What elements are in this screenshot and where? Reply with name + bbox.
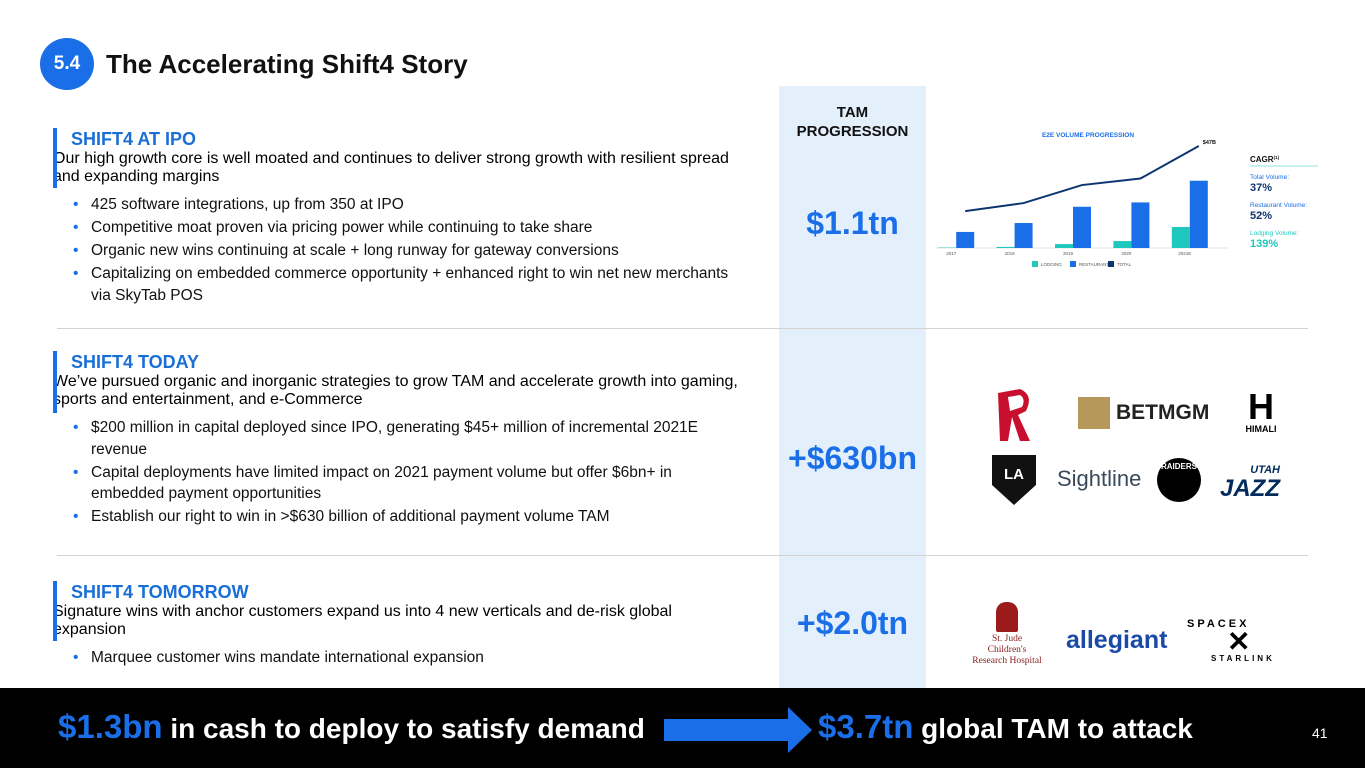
bar: [1171, 226, 1190, 248]
divider: [57, 555, 1308, 556]
logo-text: JAZZ: [1220, 475, 1280, 502]
footer-text: in cash to deploy to satisfy demand: [170, 713, 645, 744]
bar: [1113, 241, 1132, 248]
arrow: [664, 707, 812, 753]
logo-text: HIMALI: [1245, 424, 1277, 434]
accent-bar: [53, 351, 57, 413]
allegiant-logo: allegiant: [1066, 626, 1168, 654]
bar: [956, 231, 975, 248]
bullet-list: Marquee customer wins mandate internatio…: [71, 647, 743, 669]
value-label: $47B: [1203, 140, 1216, 146]
kings-logo: LA: [992, 455, 1036, 505]
logo-text: St. Jude Children's Research Hospital: [972, 634, 1042, 666]
tam-value: $1.1tn: [806, 205, 899, 241]
bullet: Establish our right to win in >$630 bill…: [73, 506, 743, 528]
x-tick-label: 2021E: [1178, 251, 1191, 256]
cagr-note: (1): [1274, 155, 1280, 160]
spacex-logo: SPACEX ✕ STARLINK: [1187, 618, 1312, 663]
cagr-item-value: 139%: [1250, 238, 1278, 250]
section-badge: 5.4: [40, 38, 94, 90]
x-tick-label: 2020: [1121, 251, 1132, 256]
footer-left: $1.3bn in cash to deploy to satisfy dema…: [58, 708, 645, 746]
section-subheading: Signature wins with anchor customers exp…: [53, 603, 672, 638]
bullet: Competitive moat proven via pricing powe…: [73, 217, 743, 239]
tam-value: +$630bn: [788, 440, 917, 476]
cagr-item-value: 37%: [1250, 182, 1272, 194]
legend-label: TOTAL: [1117, 262, 1132, 267]
raiders-logo: RAIDERS: [1157, 458, 1201, 502]
section-heading: SHIFT4 TODAY: [71, 352, 200, 372]
rockets-logo: [998, 389, 1030, 441]
footer-right: $3.7tn global TAM to attack: [818, 708, 1193, 746]
legend-swatch: [1070, 261, 1076, 267]
cash-amount: $1.3bn: [58, 708, 163, 745]
himali-logo: H HIMALI: [1238, 389, 1284, 435]
x-tick-label: 2019: [1063, 251, 1074, 256]
cagr-item-label: Total Volume:: [1250, 174, 1289, 181]
volume-chart: E2E VOLUME PROGRESSION 2017 2018 2019 2020 20…: [936, 132, 1318, 267]
chart-title: E2E VOLUME PROGRESSION: [1042, 132, 1134, 139]
page-number: 41: [1312, 725, 1328, 741]
tam-amount: $3.7tn: [818, 708, 914, 745]
sightline-logo: Sightline: [1057, 466, 1142, 491]
stjude-icon: [996, 602, 1018, 632]
legend-label: LODGING: [1041, 262, 1062, 267]
legend-swatch: [1032, 261, 1038, 267]
divider: [57, 328, 1308, 329]
betmgm-logo: BETMGM: [1078, 397, 1209, 429]
bar: [1055, 244, 1073, 248]
section-heading: SHIFT4 AT IPO: [71, 129, 197, 149]
footer-text: global TAM to attack: [921, 713, 1193, 744]
accent-bar: [53, 128, 57, 188]
legend-label: RESTAURANTS: [1079, 262, 1112, 267]
bullet: Capitalizing on embedded commerce opport…: [73, 263, 743, 306]
bullet: Organic new wins continuing at scale + l…: [73, 240, 743, 262]
bullet: Marquee customer wins mandate internatio…: [73, 647, 743, 669]
bar: [1131, 202, 1150, 248]
cagr-item-value: 52%: [1250, 210, 1272, 222]
bullet: 425 software integrations, up from 350 a…: [73, 194, 743, 216]
logo-text: BETMGM: [1116, 401, 1210, 424]
starlink-mark: ✕: [1227, 626, 1254, 657]
section-subheading: We’ve pursued organic and inorganic stra…: [53, 373, 738, 408]
bullet: Capital deployments have limited impact …: [73, 462, 743, 505]
cagr-title: CAGR(1): [1250, 155, 1280, 164]
cagr-label: CAGR: [1250, 155, 1274, 164]
x-tick-label: 2017: [946, 251, 957, 256]
section-subheading: Our high growth core is well moated and …: [53, 150, 729, 185]
legend-swatch: [1108, 261, 1114, 267]
tam-value: +$2.0tn: [796, 605, 909, 641]
slide-title: The Accelerating Shift4 Story: [106, 49, 468, 79]
section-heading: SHIFT4 TOMORROW: [71, 582, 249, 602]
stjude-logo: St. Jude Children's Research Hospital: [972, 602, 1042, 667]
bullet-list: 425 software integrations, up from 350 a…: [71, 194, 743, 306]
bar: [1189, 180, 1208, 248]
bar: [1073, 206, 1091, 248]
total-line: [965, 145, 1200, 213]
logo-text: STARLINK: [1211, 654, 1275, 663]
section: SHIFT4 TODAY We’ve pursued organic and in…: [53, 351, 743, 529]
jazz-logo: UTAH JAZZ: [1220, 462, 1280, 502]
bar: [996, 246, 1015, 248]
bullet: $200 million in capital deployed since I…: [73, 417, 743, 460]
bar: [1014, 223, 1033, 248]
cagr-item-label: Lodging Volume:: [1250, 230, 1299, 237]
section: SHIFT4 AT IPO Our high growth core is wel…: [53, 128, 743, 308]
tam-heading: TAM PROGRESSION: [796, 104, 909, 140]
tam-column: [779, 86, 926, 688]
logo-text: UTAH: [1250, 464, 1280, 476]
x-tick-label: 2018: [1005, 251, 1016, 256]
logo-text: SPACEX: [1187, 618, 1250, 630]
cagr-item-label: Restaurant Volume:: [1250, 202, 1307, 209]
accent-bar: [53, 581, 57, 641]
bullet-list: $200 million in capital deployed since I…: [71, 417, 743, 528]
section: SHIFT4 TOMORROW Signature wins with ancho…: [53, 581, 743, 670]
